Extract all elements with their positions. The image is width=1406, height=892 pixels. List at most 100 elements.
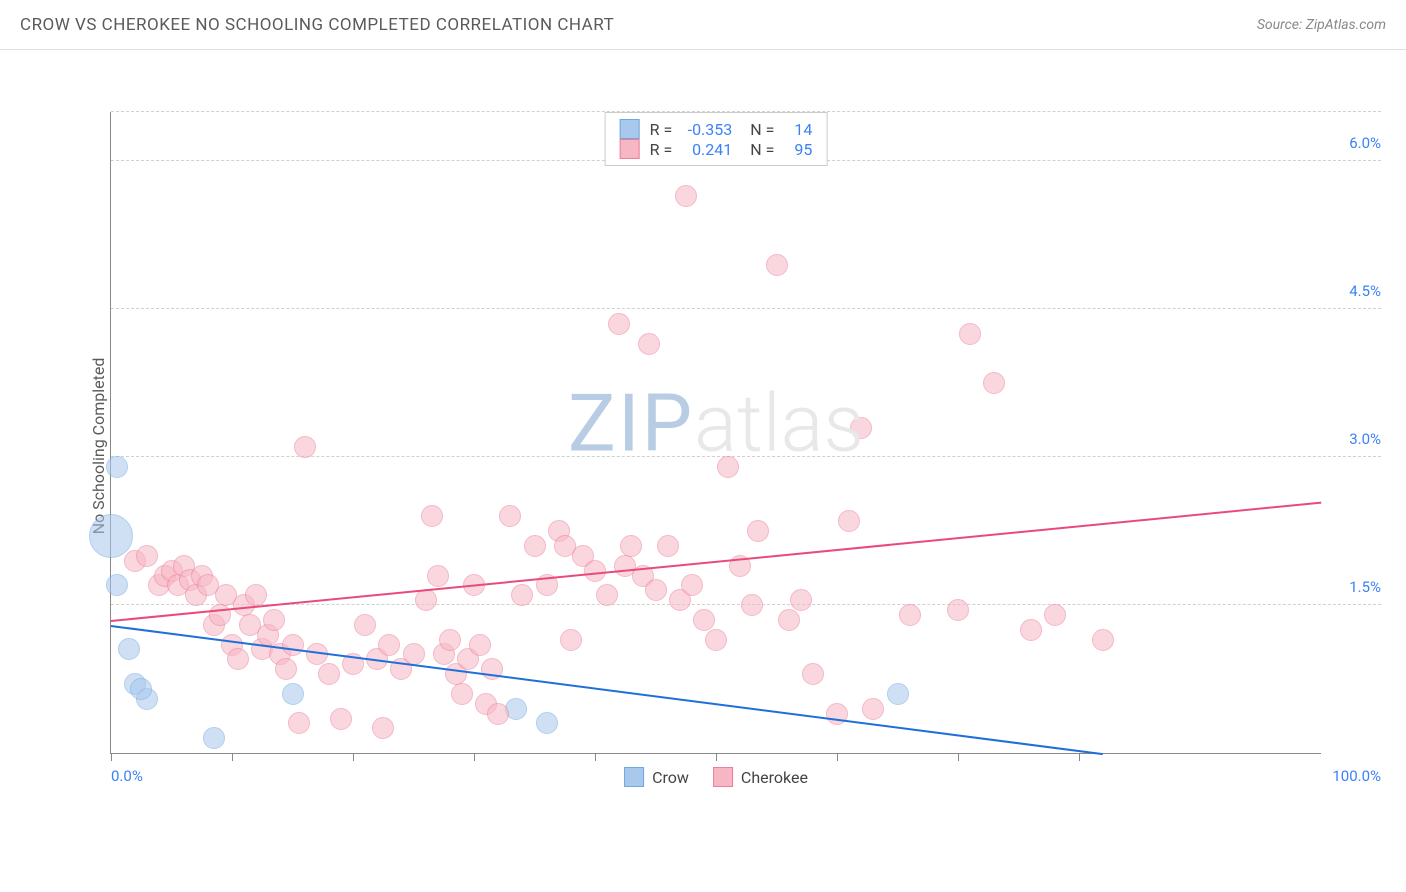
- scatter-point: [645, 579, 667, 601]
- scatter-point: [415, 589, 437, 611]
- swatch-cherokee: [620, 139, 640, 159]
- x-tick: [353, 753, 354, 761]
- scatter-point: [838, 510, 860, 532]
- scatter-point: [294, 436, 316, 458]
- scatter-point: [802, 663, 824, 685]
- chart-area: ZIPatlas R = -0.353 N = 14 R = 0.241 N =…: [50, 50, 1396, 842]
- scatter-point: [403, 643, 425, 665]
- x-tick: [716, 753, 717, 761]
- scatter-point: [862, 698, 884, 720]
- scatter-point: [693, 609, 715, 631]
- scatter-point: [469, 634, 491, 656]
- chart-title: CROW VS CHEROKEE NO SCHOOLING COMPLETED …: [20, 15, 614, 35]
- x-axis-min-label: 0.0%: [111, 767, 143, 785]
- scatter-point: [106, 456, 128, 478]
- scatter-point: [887, 683, 909, 705]
- n-value-cherokee: 95: [784, 140, 812, 159]
- scatter-point: [536, 712, 558, 734]
- scatter-point: [318, 663, 340, 685]
- scatter-point: [608, 313, 630, 335]
- x-tick: [1079, 753, 1080, 761]
- scatter-point: [275, 658, 297, 680]
- y-tick-label: 3.0%: [1326, 430, 1381, 448]
- n-value-crow: 14: [784, 120, 812, 139]
- scatter-point: [130, 678, 152, 700]
- scatter-point: [282, 683, 304, 705]
- chart-header: CROW VS CHEROKEE NO SCHOOLING COMPLETED …: [0, 0, 1406, 50]
- scatter-point: [354, 614, 376, 636]
- scatter-point: [372, 717, 394, 739]
- swatch-crow-icon: [624, 767, 644, 787]
- correlation-legend: R = -0.353 N = 14 R = 0.241 N = 95: [605, 112, 828, 166]
- legend-item-crow: Crow: [624, 767, 689, 787]
- scatter-point: [106, 574, 128, 596]
- scatter-point: [427, 565, 449, 587]
- scatter-point: [487, 703, 509, 725]
- scatter-point: [209, 604, 231, 626]
- y-tick-label: 4.5%: [1326, 282, 1381, 300]
- scatter-point: [421, 505, 443, 527]
- scatter-point: [263, 609, 285, 631]
- scatter-point: [288, 712, 310, 734]
- scatter-point: [245, 584, 267, 606]
- scatter-point: [1092, 629, 1114, 651]
- scatter-point: [638, 333, 660, 355]
- scatter-point: [675, 185, 697, 207]
- r-label: R =: [650, 140, 673, 159]
- scatter-point: [983, 372, 1005, 394]
- scatter-point: [282, 634, 304, 656]
- scatter-point: [89, 514, 133, 558]
- scatter-point: [747, 520, 769, 542]
- scatter-point: [766, 254, 788, 276]
- scatter-point: [203, 727, 225, 749]
- scatter-point: [511, 584, 533, 606]
- legend-item-cherokee: Cherokee: [713, 767, 808, 787]
- scatter-point: [451, 683, 473, 705]
- scatter-point: [1020, 619, 1042, 641]
- scatter-point: [118, 638, 140, 660]
- swatch-cherokee-icon: [713, 767, 733, 787]
- swatch-crow: [620, 119, 640, 139]
- r-label: R =: [650, 120, 673, 139]
- gridline: [111, 308, 1381, 309]
- x-axis-max-label: 100.0%: [1332, 767, 1381, 785]
- x-tick: [837, 753, 838, 761]
- scatter-point: [378, 634, 400, 656]
- y-tick-label: 6.0%: [1326, 134, 1381, 152]
- x-tick: [958, 753, 959, 761]
- scatter-point: [560, 629, 582, 651]
- n-label: N =: [742, 120, 774, 139]
- trend-line: [111, 625, 1103, 755]
- scatter-point: [899, 604, 921, 626]
- scatter-point: [717, 456, 739, 478]
- scatter-point: [959, 323, 981, 345]
- series-legend: Crow Cherokee: [624, 767, 808, 787]
- plot-region: ZIPatlas R = -0.353 N = 14 R = 0.241 N =…: [110, 112, 1321, 754]
- scatter-point: [499, 505, 521, 527]
- scatter-point: [790, 589, 812, 611]
- scatter-point: [136, 545, 158, 567]
- r-value-crow: -0.353: [682, 120, 732, 139]
- x-tick: [111, 753, 112, 761]
- x-tick: [232, 753, 233, 761]
- scatter-point: [681, 574, 703, 596]
- x-tick: [595, 753, 596, 761]
- scatter-point: [330, 708, 352, 730]
- chart-source: Source: ZipAtlas.com: [1257, 17, 1386, 33]
- n-label: N =: [742, 140, 774, 159]
- scatter-point: [741, 594, 763, 616]
- legend-row-cherokee: R = 0.241 N = 95: [620, 139, 813, 159]
- legend-label-crow: Crow: [652, 768, 689, 787]
- scatter-point: [524, 535, 546, 557]
- y-tick-label: 1.5%: [1326, 578, 1381, 596]
- scatter-point: [439, 629, 461, 651]
- scatter-point: [1044, 604, 1066, 626]
- r-value-cherokee: 0.241: [682, 140, 732, 159]
- scatter-point: [620, 535, 642, 557]
- legend-row-crow: R = -0.353 N = 14: [620, 119, 813, 139]
- scatter-point: [778, 609, 800, 631]
- scatter-point: [705, 629, 727, 651]
- legend-label-cherokee: Cherokee: [741, 768, 808, 787]
- scatter-point: [850, 417, 872, 439]
- scatter-point: [596, 584, 618, 606]
